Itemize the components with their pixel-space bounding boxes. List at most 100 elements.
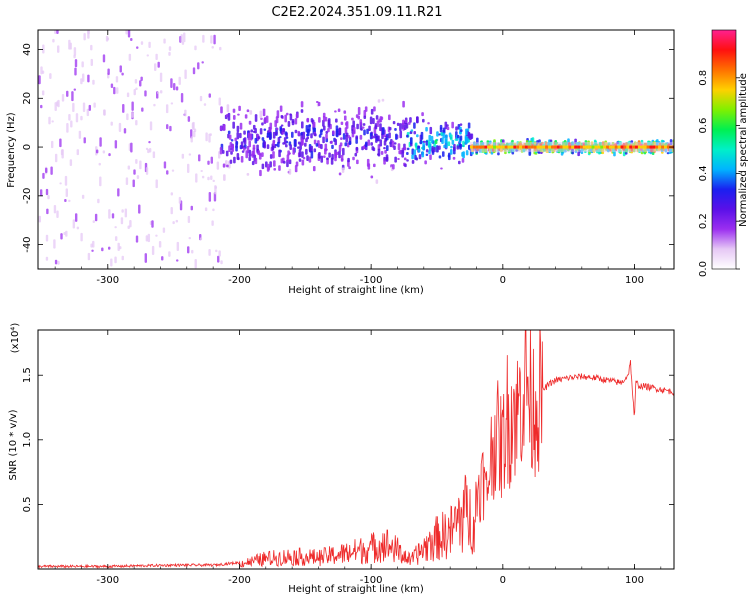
heatmap-cell bbox=[74, 59, 78, 68]
heatmap-cell bbox=[269, 154, 273, 159]
heatmap-cell bbox=[420, 131, 424, 140]
snr-xlabel: Height of straight line (km) bbox=[288, 584, 424, 595]
heatmap-cell bbox=[450, 149, 453, 155]
heatmap-cell bbox=[50, 166, 53, 175]
colorbar-tick-label: 0.4 bbox=[698, 165, 709, 181]
heatmap-cell bbox=[285, 112, 289, 116]
heatmap-cell bbox=[335, 128, 339, 133]
heatmap-cell bbox=[171, 169, 175, 172]
heatmap-cell bbox=[207, 176, 210, 181]
heatmap-cell bbox=[291, 120, 295, 124]
heatmap-cell bbox=[61, 149, 64, 159]
heatmap-cell bbox=[81, 61, 84, 68]
heatmap-cell bbox=[395, 133, 398, 140]
snr-y-axis: 0.5 1.0 1.5 bbox=[22, 367, 674, 512]
heatmap-cell bbox=[284, 131, 288, 136]
heatmap-cell bbox=[144, 90, 147, 97]
heatmap-cell bbox=[422, 142, 425, 151]
heatmap-core bbox=[600, 145, 604, 149]
heatmap-cell bbox=[126, 113, 129, 121]
heatmap-core bbox=[635, 145, 639, 149]
heatmap-cell bbox=[165, 104, 169, 114]
heatmap-cell bbox=[135, 235, 139, 243]
heatmap-cell bbox=[210, 35, 213, 44]
heatmap-cell bbox=[577, 151, 580, 157]
heatmap-cell bbox=[114, 236, 118, 242]
heatmap-cell bbox=[257, 150, 261, 156]
heatmap-cell bbox=[347, 135, 351, 139]
heatmap-cell bbox=[425, 153, 429, 157]
heatmap-cell bbox=[61, 93, 65, 102]
heatmap-cell bbox=[335, 131, 339, 138]
heatmap-core bbox=[568, 145, 572, 149]
heatmap-cell bbox=[352, 126, 356, 135]
heatmap-cell bbox=[442, 132, 446, 139]
heatmap-cell bbox=[278, 149, 281, 158]
heatmap-cell bbox=[121, 209, 124, 213]
heatmap-cell bbox=[403, 147, 407, 151]
heatmap-cell bbox=[459, 144, 462, 150]
heatmap-cell bbox=[339, 142, 343, 147]
heatmap-cell bbox=[278, 165, 281, 171]
heatmap-cell bbox=[497, 152, 500, 156]
heatmap-cell bbox=[286, 154, 290, 163]
heatmap-cell bbox=[181, 41, 185, 45]
heatmap-cell bbox=[438, 145, 441, 150]
heatmap-cell bbox=[409, 117, 412, 123]
heatmap-cell bbox=[453, 143, 456, 152]
heatmap-cell bbox=[163, 161, 167, 169]
heatmap-cell bbox=[68, 114, 71, 121]
heatmap-cell bbox=[92, 220, 95, 224]
heatmap-cell bbox=[122, 103, 125, 113]
snr-frame bbox=[37, 329, 675, 570]
heatmap-cell bbox=[298, 158, 302, 162]
heatmap-cell bbox=[280, 124, 284, 127]
heatmap-cell bbox=[176, 241, 180, 251]
heatmap-cell bbox=[674, 144, 677, 151]
heatmap-cell bbox=[356, 123, 359, 130]
heatmap-cell bbox=[447, 141, 451, 147]
heatmap-cell bbox=[159, 72, 163, 82]
heatmap-cell bbox=[235, 145, 238, 152]
heatmap-cell bbox=[295, 161, 299, 167]
heatmap-cell bbox=[312, 121, 316, 128]
heatmap-cell bbox=[411, 154, 414, 160]
heatmap-cell bbox=[300, 109, 304, 113]
heatmap-cell bbox=[406, 134, 409, 138]
heatmap-cell bbox=[325, 133, 328, 140]
heatmap-cell bbox=[357, 107, 361, 115]
heatmap-cell bbox=[404, 119, 408, 124]
heatmap-cell bbox=[117, 242, 120, 251]
heatmap-cell bbox=[187, 215, 191, 223]
heatmap-cell bbox=[675, 140, 678, 145]
heatmap-core bbox=[577, 145, 581, 149]
heatmap-cell bbox=[42, 172, 45, 179]
heatmap-cell bbox=[178, 196, 182, 204]
heatmap-cell bbox=[219, 147, 223, 155]
heatmap-cell bbox=[209, 133, 212, 136]
heatmap-cell bbox=[194, 45, 197, 51]
heatmap-cell bbox=[265, 115, 269, 123]
heatmap-cell bbox=[228, 134, 232, 140]
heatmap-cell bbox=[466, 137, 469, 144]
heatmap-cell bbox=[91, 249, 94, 252]
spectrogram-x-axis: -300 -200 -100 0 100 bbox=[54, 30, 662, 286]
heatmap-cell bbox=[223, 174, 226, 181]
heatmap-cell bbox=[208, 191, 212, 202]
heatmap-cell bbox=[334, 154, 337, 162]
heatmap-cell bbox=[183, 32, 186, 43]
heatmap-core bbox=[513, 145, 517, 149]
heatmap-cell bbox=[266, 163, 270, 172]
heatmap-cell bbox=[305, 148, 308, 155]
heatmap-cell bbox=[322, 112, 326, 118]
heatmap-cell bbox=[421, 151, 425, 158]
heatmap-cell bbox=[68, 199, 71, 203]
heatmap-cell bbox=[323, 155, 326, 159]
heatmap-cell bbox=[66, 122, 69, 133]
heatmap-cell bbox=[191, 249, 194, 254]
heatmap-cell bbox=[250, 129, 254, 133]
heatmap-cell bbox=[369, 116, 373, 125]
heatmap-cell bbox=[341, 167, 345, 173]
heatmap-cell bbox=[455, 126, 458, 131]
heatmap-cell bbox=[145, 235, 149, 242]
